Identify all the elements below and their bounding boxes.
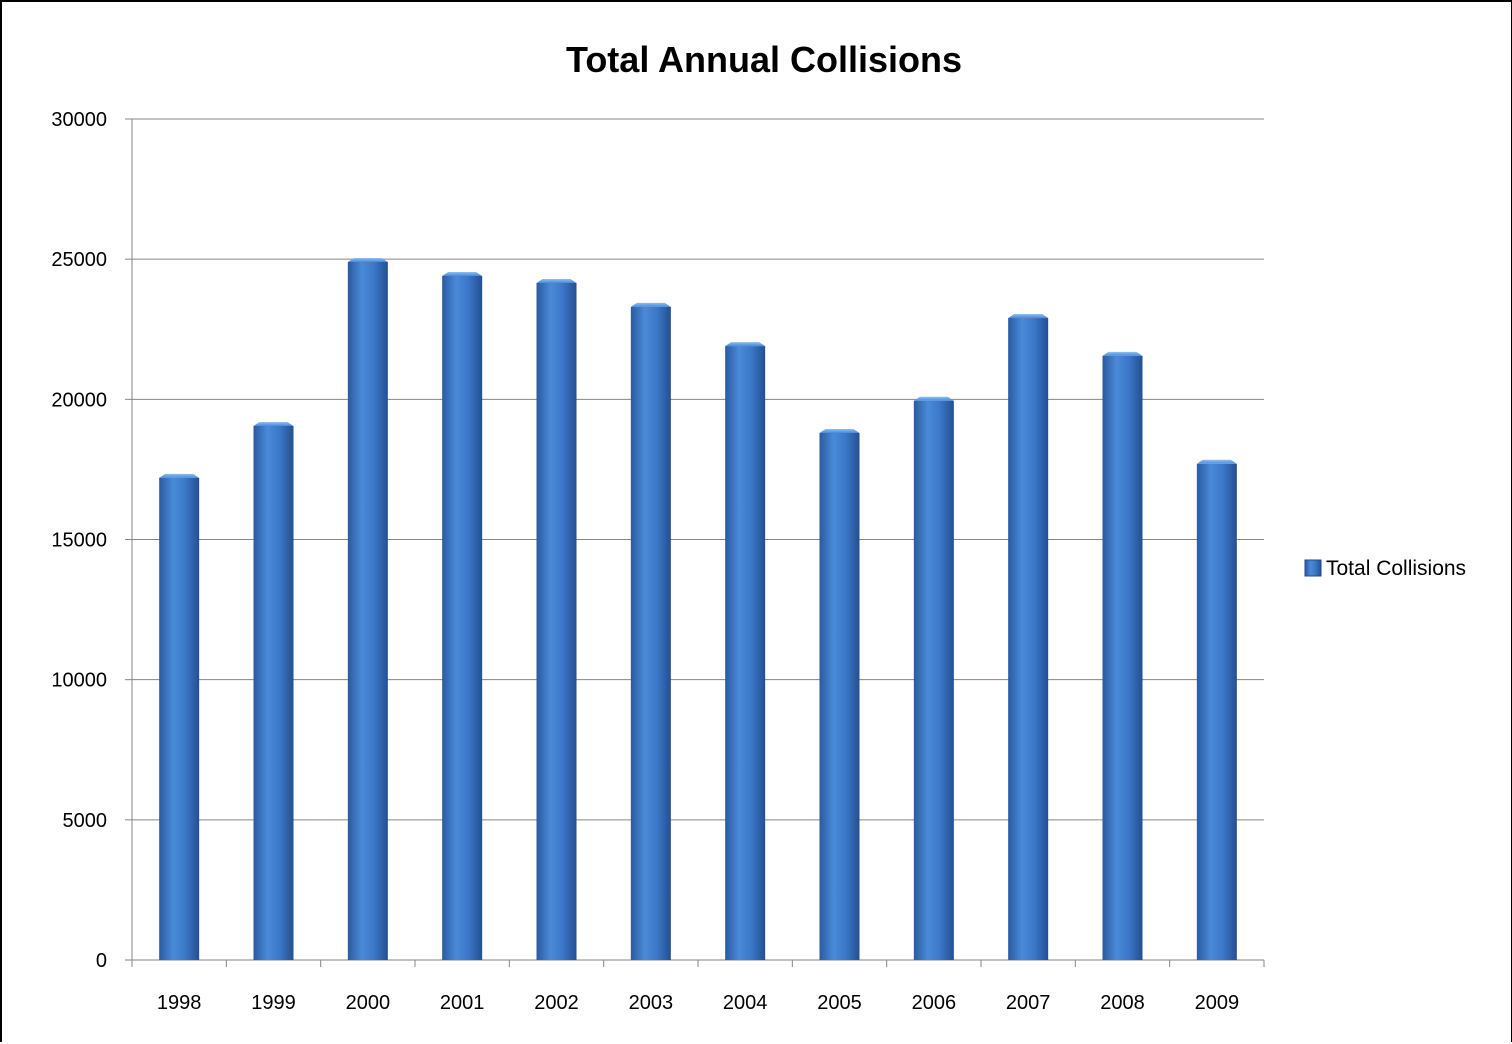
y-tick-label-20000: 20000: [51, 389, 107, 411]
bar-body-2006: [913, 400, 954, 960]
bar-cap-2006: [913, 396, 954, 401]
bar-cap-2008: [1102, 351, 1143, 356]
bar-2008: [1102, 351, 1143, 960]
bar-body-2003: [630, 306, 671, 960]
legend: Total Collisions: [1304, 557, 1466, 580]
bar-2005: [819, 428, 860, 960]
x-tick-label-2001: 2001: [440, 992, 485, 1014]
tick-labels: 0 5000 10000 15000 20000 25000 30000 1998 1999 20…: [51, 109, 1239, 1014]
y-tick-label-25000: 25000: [51, 249, 107, 271]
bar-cap-2001: [442, 271, 483, 276]
x-tick-label-2008: 2008: [1100, 992, 1145, 1014]
bar-cap-2005: [819, 428, 860, 433]
x-tick-label-2005: 2005: [817, 992, 862, 1014]
legend-swatch: [1304, 559, 1322, 577]
bar-body-1999: [253, 425, 294, 961]
x-tick-label-1998: 1998: [157, 992, 202, 1014]
bar-body-2009: [1196, 463, 1237, 960]
bar-2007: [1008, 314, 1049, 961]
bar-2006: [913, 396, 954, 960]
x-tick-label-2007: 2007: [1006, 992, 1051, 1014]
x-tick-label-2009: 2009: [1195, 992, 1240, 1014]
bar-body-2001: [442, 275, 483, 960]
y-tick-label-15000: 15000: [51, 530, 107, 552]
bar-cap-2002: [536, 278, 577, 283]
chart-title: Total Annual Collisions: [566, 39, 962, 80]
bar-2002: [536, 278, 577, 960]
y-tick-label-10000: 10000: [51, 670, 107, 692]
bar-cap-1998: [159, 473, 200, 478]
bar-cap-2007: [1008, 314, 1049, 319]
bar-cap-1999: [253, 421, 294, 426]
x-tick-label-2000: 2000: [346, 992, 391, 1014]
bar-body-2007: [1008, 318, 1049, 961]
y-tick-label-0: 0: [96, 950, 107, 972]
bar-body-2005: [819, 432, 860, 960]
bar-2001: [442, 271, 483, 960]
gridlines: [132, 118, 1264, 821]
bar-2004: [725, 342, 766, 960]
x-tick-label-2004: 2004: [723, 992, 768, 1014]
bar-cap-2009: [1196, 459, 1237, 464]
legend-label-total-collisions: Total Collisions: [1326, 557, 1466, 580]
x-tick-label-2003: 2003: [629, 992, 674, 1014]
bar-body-2008: [1102, 355, 1143, 960]
x-tick-label-2002: 2002: [534, 992, 579, 1014]
bar-1998: [159, 473, 200, 960]
bar-body-2000: [347, 261, 388, 961]
bar-cap-2003: [630, 302, 671, 307]
bar-2009: [1196, 459, 1237, 960]
bar-body-2004: [725, 346, 766, 960]
bar-cap-2000: [347, 257, 388, 262]
y-tick-label-30000: 30000: [51, 109, 107, 131]
bar-body-1998: [159, 477, 200, 960]
x-tick-label-2006: 2006: [912, 992, 957, 1014]
x-tick-label-1999: 1999: [251, 992, 296, 1014]
y-tick-label-5000: 5000: [63, 810, 108, 832]
bar-1999: [253, 421, 294, 961]
bar-2003: [630, 302, 671, 960]
bar-series: [159, 257, 1237, 961]
bar-body-2002: [536, 282, 577, 960]
bar-cap-2004: [725, 342, 766, 347]
bar-2000: [347, 257, 388, 961]
axes: [125, 118, 1265, 967]
